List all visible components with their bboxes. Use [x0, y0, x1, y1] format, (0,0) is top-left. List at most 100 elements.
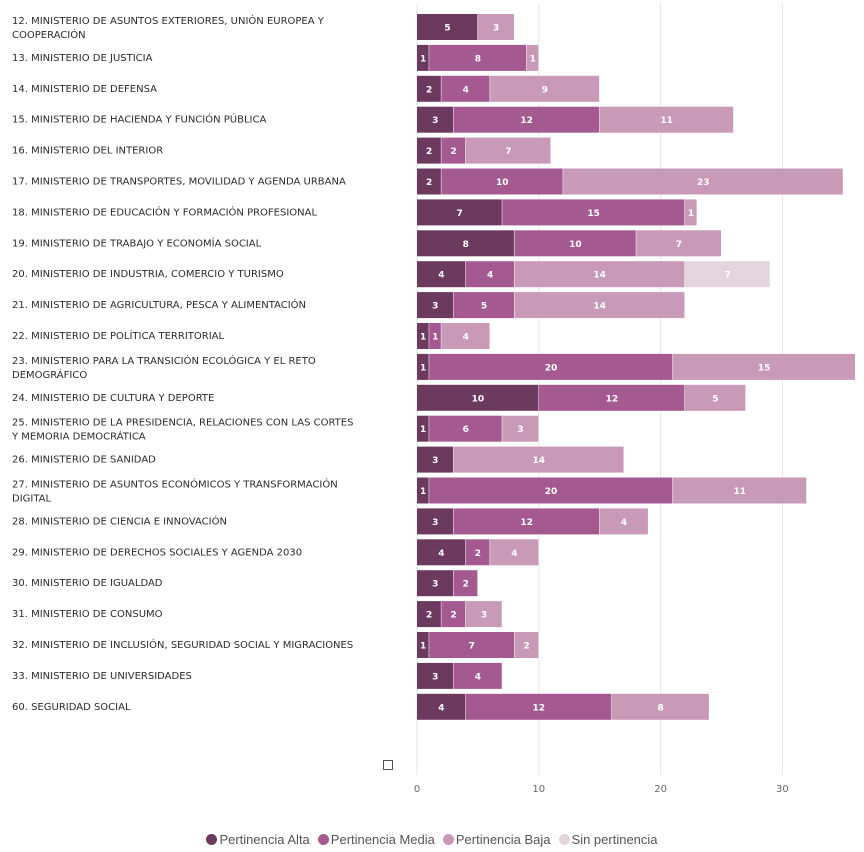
bar-segment — [417, 446, 454, 473]
category-label: 14. MINISTERIO DE DEFENSA — [12, 84, 157, 95]
bar-segment — [453, 446, 624, 473]
bar-segment — [417, 477, 429, 504]
legend-label: Sin pertinencia — [571, 832, 658, 847]
bar-value-label: 2 — [463, 580, 469, 590]
bar-value-label: 1 — [420, 54, 426, 64]
bar-segment — [490, 539, 539, 566]
bar-value-label: 10 — [496, 178, 509, 188]
bar-segment — [672, 353, 855, 380]
bar-value-label: 12 — [520, 116, 533, 126]
bar-segment — [538, 384, 685, 411]
bar-segment — [526, 44, 539, 71]
legend-swatch — [558, 834, 570, 845]
bar-value-label: 3 — [493, 24, 499, 34]
category-label: 28. MINISTERIO DE CIENCIA E INNOVACIÓN — [12, 514, 227, 527]
small-square-marker — [383, 760, 393, 770]
bar-value-label: 4 — [621, 518, 627, 528]
category-label: 60. SEGURIDAD SOCIAL — [12, 702, 131, 713]
bar-value-label: 1 — [420, 333, 426, 343]
bar-value-label: 8 — [475, 54, 481, 64]
bar-segment — [417, 44, 429, 71]
bar-row: 2 4 9 — [417, 75, 600, 102]
bar-value-label: 8 — [657, 703, 663, 713]
legend-item[interactable]: Sin pertinencia — [558, 832, 658, 847]
bar-segment — [453, 570, 478, 597]
category-label: 30. MINISTERIO DE IGUALDAD — [12, 578, 163, 589]
bar-segment — [490, 75, 600, 102]
bar-segment — [465, 539, 490, 566]
category-label: 12. MINISTERIO DE ASUNTOS EXTERIORES, UN… — [12, 14, 325, 41]
bar-value-label: 9 — [542, 85, 548, 95]
category-labels: 12. MINISTERIO DE ASUNTOS EXTERIORES, UN… — [11, 14, 353, 713]
bar-value-label: 12 — [533, 703, 546, 713]
bar-segment — [429, 44, 527, 71]
bar-row: 4 2 4 — [417, 539, 539, 566]
category-label: 18. MINISTERIO DE EDUCACIÓN Y FORMACIÓN … — [12, 205, 317, 218]
legend-item[interactable]: Pertinencia Baja — [442, 832, 551, 847]
bar-value-label: 1 — [420, 425, 426, 435]
bar-row: 1 8 1 — [417, 44, 539, 71]
legend-label: Pertinencia Alta — [219, 832, 310, 847]
bar-segment — [599, 508, 648, 535]
x-tick-label: 10 — [532, 784, 545, 795]
bar-value-label: 10 — [569, 240, 582, 250]
bar-value-label: 2 — [450, 611, 456, 621]
bar-row: 1 20 15 — [417, 353, 855, 380]
bar-segment — [599, 106, 734, 133]
bar-value-label: 12 — [520, 518, 533, 528]
bar-segment — [417, 75, 441, 102]
bar-value-label: 10 — [472, 394, 485, 404]
bar-value-label: 7 — [469, 642, 475, 652]
bar-segment — [429, 477, 673, 504]
bar-value-label: 15 — [758, 363, 771, 373]
bar-row: 1 6 3 — [417, 415, 539, 442]
bar-segment — [477, 14, 514, 40]
bar-segment — [417, 415, 429, 442]
bar-segment — [453, 106, 600, 133]
bar-segment — [441, 75, 490, 102]
bar-value-label: 5 — [712, 394, 718, 404]
legend: Pertinencia Alta Pertinencia Media Pertine… — [0, 832, 864, 847]
legend-item[interactable]: Pertinencia Alta — [206, 832, 310, 847]
x-tick-label: 30 — [776, 784, 789, 795]
bar-segment — [417, 230, 514, 257]
legend-item[interactable]: Pertinencia Media — [317, 832, 435, 847]
bar-segment — [684, 199, 697, 226]
bar-segment — [417, 632, 429, 658]
bar-row: 3 5 14 — [417, 292, 685, 319]
bar-value-label: 3 — [432, 456, 438, 466]
bar-segment — [429, 632, 514, 658]
bar-value-label: 4 — [511, 549, 517, 559]
bar-value-label: 3 — [432, 672, 438, 682]
bar-segment — [417, 662, 454, 689]
bar-segment — [514, 230, 636, 257]
bar-value-label: 2 — [475, 549, 481, 559]
bar-segment — [514, 632, 539, 658]
bar-row: 2 2 7 — [417, 137, 551, 164]
bar-row: 1 20 11 — [417, 477, 807, 504]
bar-value-label: 3 — [432, 302, 438, 312]
legend-swatch — [442, 834, 454, 845]
legend-label: Pertinencia Baja — [455, 832, 551, 847]
bar-value-label: 1 — [420, 363, 426, 373]
bar-segment — [417, 261, 466, 288]
bar-value-label: 2 — [426, 611, 432, 621]
bar-segment — [514, 292, 685, 319]
bar-value-label: 11 — [734, 487, 747, 497]
bar-row: 1 7 2 — [417, 632, 539, 658]
category-label: 24. MINISTERIO DE CULTURA Y DEPORTE — [12, 393, 214, 404]
bar-row: 4 4 14 7 — [417, 261, 770, 288]
bar-row: 10 12 5 — [417, 384, 746, 411]
category-label: 15. MINISTERIO DE HACIENDA Y FUNCIÓN PÚB… — [12, 113, 266, 126]
category-label: 19. MINISTERIO DE TRABAJO Y ECONOMÍA SOC… — [12, 236, 262, 249]
bar-segment — [441, 168, 563, 195]
category-label: 17. MINISTERIO DE TRANSPORTES, MOVILIDAD… — [12, 177, 346, 188]
bar-value-label: 3 — [432, 580, 438, 590]
bar-value-label: 5 — [481, 302, 487, 312]
bar-value-label: 14 — [593, 302, 606, 312]
bar-value-label: 4 — [487, 271, 493, 281]
bar-segment — [453, 292, 514, 319]
bar-value-label: 4 — [438, 549, 444, 559]
